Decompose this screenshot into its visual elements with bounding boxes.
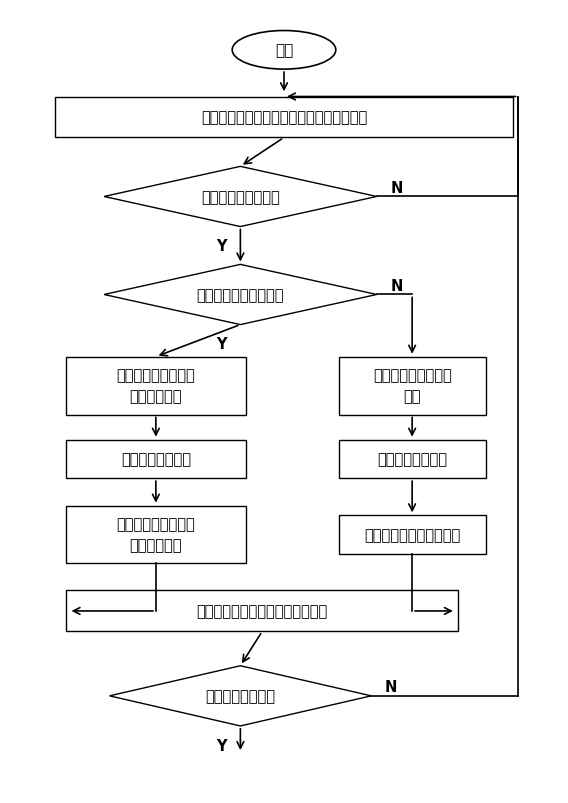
FancyBboxPatch shape [66, 440, 246, 479]
Text: 有单相接地故障吗？: 有单相接地故障吗？ [201, 190, 280, 205]
Text: 故障是否已解除？: 故障是否已解除？ [206, 688, 275, 703]
Text: 继续监测系统三相电压、零序电压: 继续监测系统三相电压、零序电压 [197, 604, 328, 618]
Text: Y: Y [216, 238, 227, 254]
FancyBboxPatch shape [339, 516, 486, 554]
Text: 进行故障线路选线: 进行故障线路选线 [121, 452, 191, 467]
Text: 进行故障线路选线: 进行故障线路选线 [377, 452, 447, 467]
Text: 由测控装置将断路器
闭合: 由测控装置将断路器 闭合 [373, 368, 452, 404]
Text: 选线结束，将断路器断开: 选线结束，将断路器断开 [364, 528, 460, 542]
Polygon shape [104, 167, 377, 227]
FancyBboxPatch shape [66, 357, 246, 415]
FancyBboxPatch shape [339, 357, 486, 415]
Text: Y: Y [216, 738, 227, 752]
Text: 选线结束，将电容器
投切开关断开: 选线结束，将电容器 投切开关断开 [116, 517, 195, 552]
FancyBboxPatch shape [66, 591, 458, 632]
Text: Y: Y [216, 336, 227, 352]
Text: N: N [390, 181, 403, 195]
Text: 故障前断路器闭合吗？: 故障前断路器闭合吗？ [197, 287, 284, 303]
Polygon shape [110, 666, 371, 726]
Polygon shape [104, 265, 377, 325]
Text: N: N [385, 679, 397, 695]
Text: 由测控装置将电容器
投切开关闭合: 由测控装置将电容器 投切开关闭合 [116, 368, 195, 404]
Ellipse shape [232, 31, 336, 70]
Text: 开始: 开始 [275, 43, 293, 59]
FancyBboxPatch shape [55, 97, 513, 138]
FancyBboxPatch shape [339, 440, 486, 479]
FancyBboxPatch shape [66, 506, 246, 564]
Text: 监测系统三相电压、零序电压和断路器状态: 监测系统三相电压、零序电压和断路器状态 [201, 110, 367, 125]
Text: N: N [390, 279, 403, 293]
